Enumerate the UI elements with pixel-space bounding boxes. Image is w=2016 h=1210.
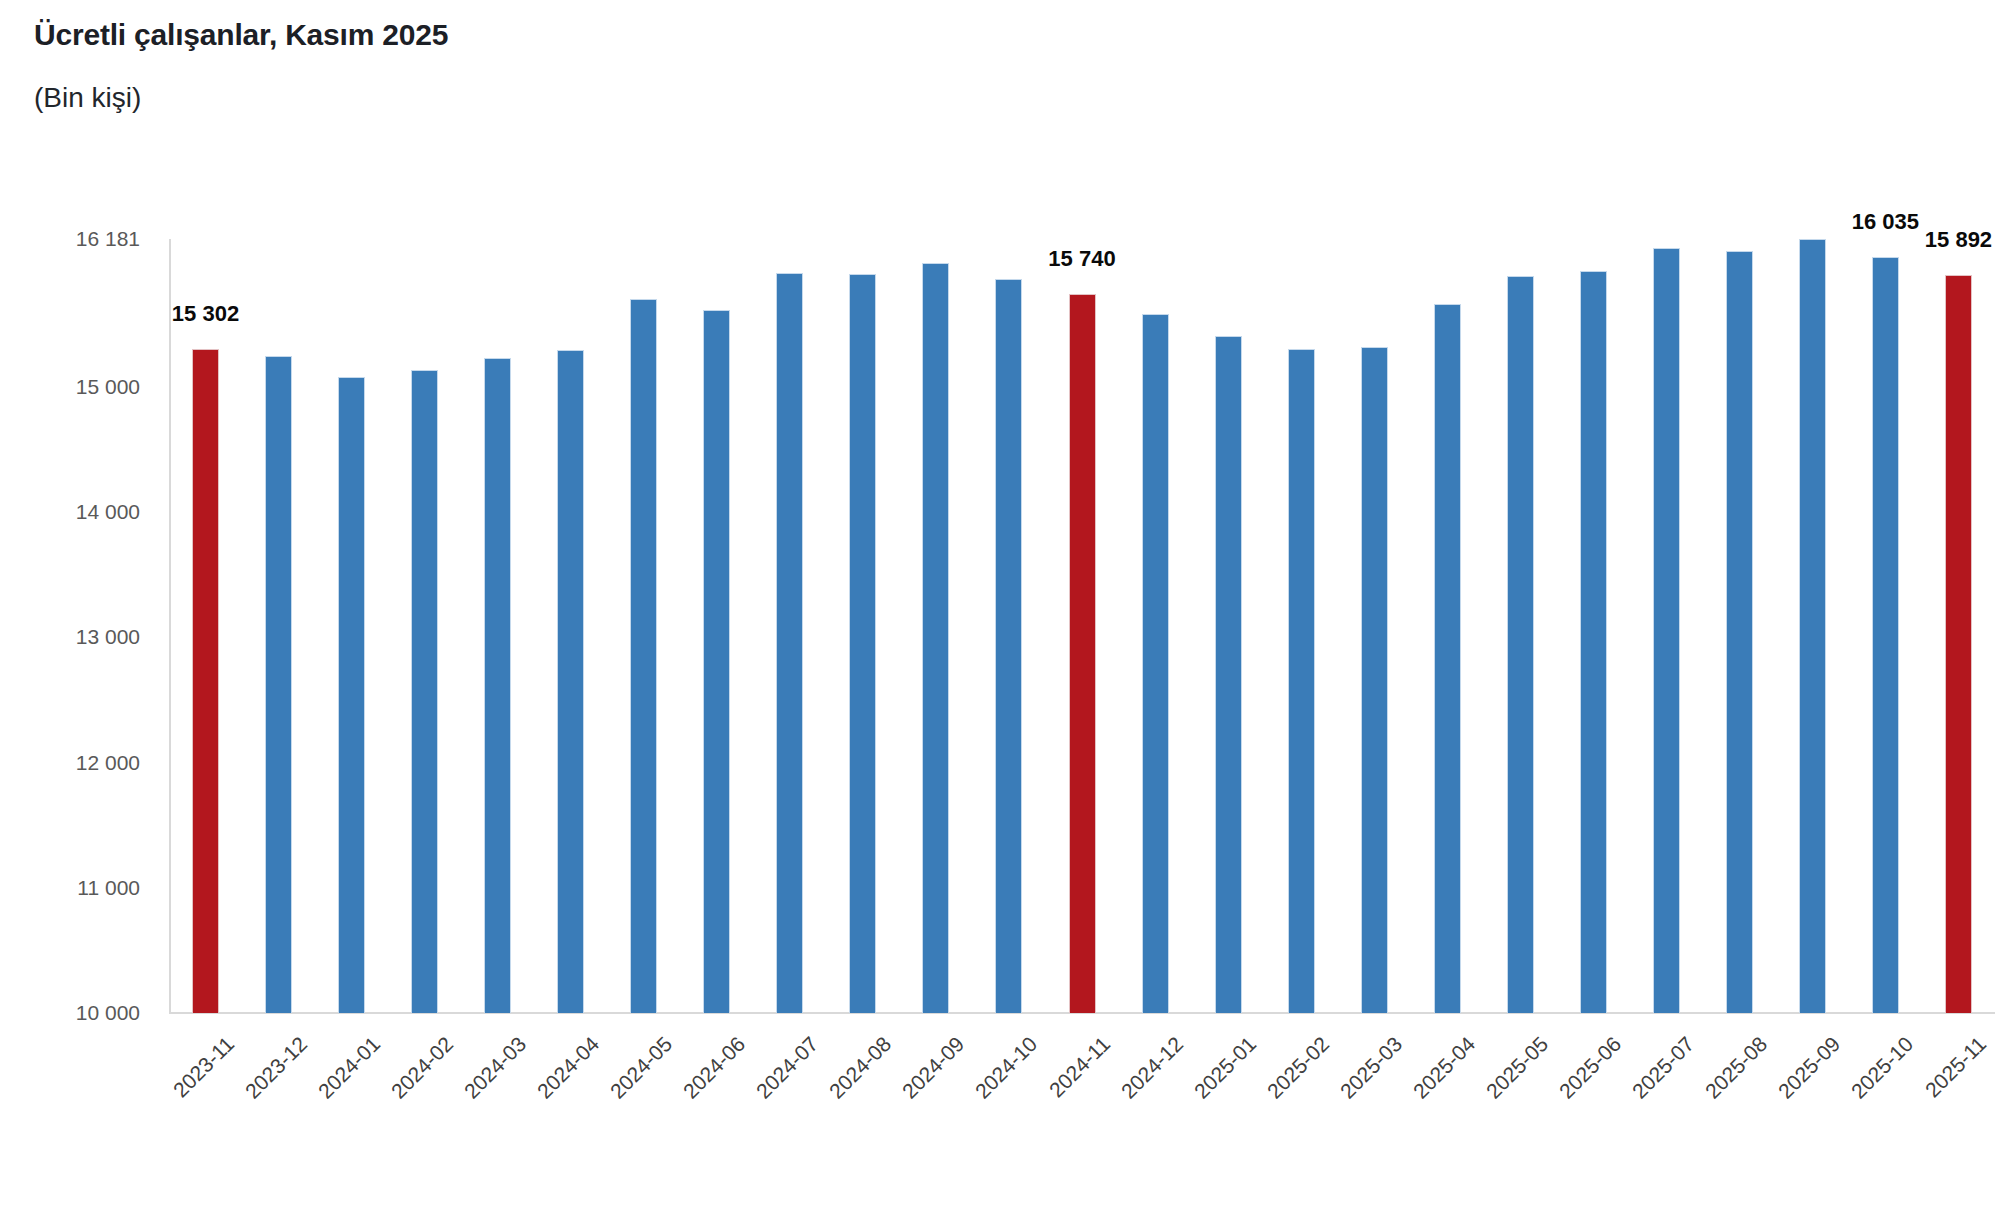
bar-2025-05[interactable] bbox=[1507, 276, 1534, 1013]
y-tick-label: 14 000 bbox=[30, 498, 140, 526]
bar-2023-12[interactable] bbox=[265, 356, 292, 1013]
y-tick-label: 11 000 bbox=[30, 874, 140, 902]
bar-2025-04[interactable] bbox=[1434, 304, 1461, 1013]
bar-2024-12[interactable] bbox=[1142, 314, 1169, 1013]
x-tick-label-2025-02: 2025-02 bbox=[1263, 1032, 1334, 1103]
x-tick-label-2025-10: 2025-10 bbox=[1847, 1032, 1918, 1103]
bar-2024-03[interactable] bbox=[484, 358, 511, 1013]
x-tick-label-2023-12: 2023-12 bbox=[240, 1032, 311, 1103]
value-label-2024-11: 15 740 bbox=[1002, 246, 1162, 272]
x-tick-label-2025-08: 2025-08 bbox=[1701, 1032, 1772, 1103]
bar-2025-03[interactable] bbox=[1361, 347, 1388, 1013]
x-tick-label-2023-11: 2023-11 bbox=[168, 1032, 238, 1102]
bar-2023-11[interactable] bbox=[192, 349, 219, 1013]
x-tick-label-2025-05: 2025-05 bbox=[1482, 1032, 1553, 1103]
bar-2024-07[interactable] bbox=[776, 273, 803, 1013]
bar-2025-06[interactable] bbox=[1580, 271, 1607, 1013]
x-tick-label-2025-03: 2025-03 bbox=[1336, 1032, 1407, 1103]
bar-2025-02[interactable] bbox=[1288, 349, 1315, 1013]
y-tick-label: 12 000 bbox=[30, 749, 140, 777]
x-tick-label-2024-03: 2024-03 bbox=[459, 1032, 530, 1103]
bar-2025-10[interactable] bbox=[1872, 257, 1899, 1013]
x-tick-label-2024-11: 2024-11 bbox=[1045, 1032, 1115, 1102]
x-tick-label-2025-06: 2025-06 bbox=[1555, 1032, 1626, 1103]
value-label-2023-11: 15 302 bbox=[126, 301, 286, 327]
x-tick-label-2025-07: 2025-07 bbox=[1628, 1032, 1699, 1103]
value-label-2025-11: 15 892 bbox=[1878, 227, 2016, 253]
x-tick-label-2024-02: 2024-02 bbox=[386, 1032, 457, 1103]
bar-2025-08[interactable] bbox=[1726, 251, 1753, 1013]
bar-2025-11[interactable] bbox=[1945, 275, 1972, 1013]
bar-2025-07[interactable] bbox=[1653, 248, 1680, 1013]
bar-2025-01[interactable] bbox=[1215, 336, 1242, 1013]
bar-2024-09[interactable] bbox=[922, 263, 949, 1013]
bar-2024-05[interactable] bbox=[630, 299, 657, 1013]
x-tick-label-2024-01: 2024-01 bbox=[313, 1032, 384, 1103]
bar-2024-08[interactable] bbox=[849, 274, 876, 1013]
y-axis-line bbox=[169, 239, 171, 1013]
x-tick-label-2025-01: 2025-01 bbox=[1190, 1032, 1261, 1103]
bar-2024-01[interactable] bbox=[338, 377, 365, 1013]
x-tick-label-2024-08: 2024-08 bbox=[824, 1032, 895, 1103]
bar-2024-04[interactable] bbox=[557, 350, 584, 1013]
bar-2024-02[interactable] bbox=[411, 370, 438, 1013]
x-tick-label-2024-05: 2024-05 bbox=[605, 1032, 676, 1103]
plot-area: 16 181 15 000 14 000 13 000 12 000 11 000 10 0… bbox=[0, 0, 2016, 1210]
x-tick-label-2025-09: 2025-09 bbox=[1774, 1032, 1845, 1103]
x-tick-label-2024-12: 2024-12 bbox=[1117, 1032, 1188, 1103]
x-tick-label-2025-11: 2025-11 bbox=[1921, 1032, 1991, 1102]
bar-2024-06[interactable] bbox=[703, 310, 730, 1013]
bar-2025-09[interactable] bbox=[1799, 239, 1826, 1013]
bar-2024-11[interactable] bbox=[1069, 294, 1096, 1013]
y-tick-label: 13 000 bbox=[30, 623, 140, 651]
x-tick-label-2024-10: 2024-10 bbox=[970, 1032, 1041, 1103]
x-tick-label-2024-04: 2024-04 bbox=[532, 1032, 603, 1103]
x-tick-label-2025-04: 2025-04 bbox=[1409, 1032, 1480, 1103]
y-tick-label: 16 181 bbox=[30, 225, 140, 253]
bar-2024-10[interactable] bbox=[995, 279, 1022, 1013]
y-tick-label: 15 000 bbox=[30, 373, 140, 401]
x-tick-label-2024-07: 2024-07 bbox=[751, 1032, 822, 1103]
x-tick-label-2024-09: 2024-09 bbox=[897, 1032, 968, 1103]
y-tick-label: 10 000 bbox=[30, 999, 140, 1027]
x-tick-label-2024-06: 2024-06 bbox=[678, 1032, 749, 1103]
